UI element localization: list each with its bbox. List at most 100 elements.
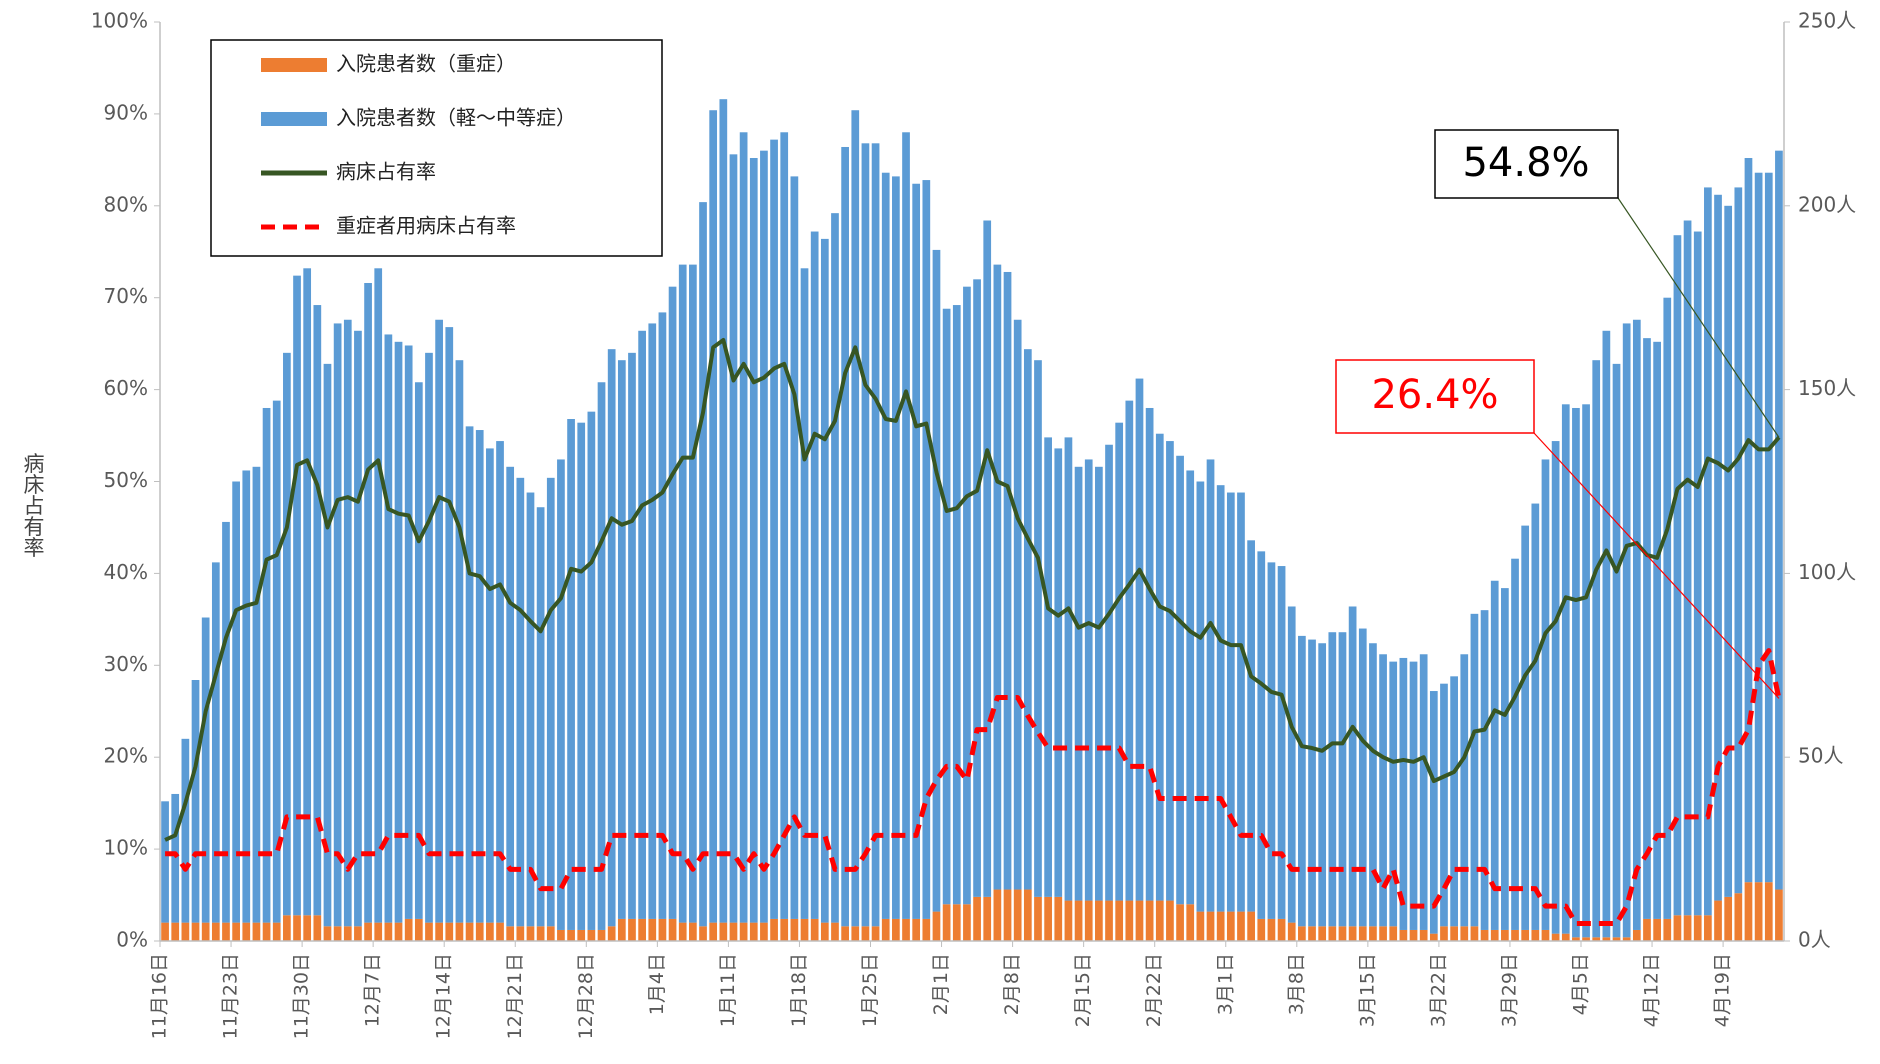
y-tick-label: 100% <box>91 9 148 33</box>
bar <box>242 922 251 941</box>
bar <box>1683 915 1692 941</box>
bar <box>790 176 799 919</box>
line-series <box>164 337 1781 842</box>
bar <box>709 110 718 923</box>
bar <box>1125 400 1134 901</box>
bar <box>1267 918 1276 941</box>
bar <box>1084 459 1093 901</box>
bar <box>1419 654 1428 930</box>
y2-tick-label: 0人 <box>1798 928 1831 952</box>
bar <box>1744 882 1753 941</box>
bar <box>1166 900 1174 941</box>
bar <box>892 176 900 919</box>
bar <box>516 926 525 941</box>
bar <box>1693 231 1702 916</box>
bar <box>526 492 535 927</box>
x-tick-label: 4月19日 <box>1712 953 1734 1027</box>
bar <box>668 286 677 919</box>
bar <box>1145 407 1154 901</box>
x-tick-label: 1月4日 <box>646 953 668 1015</box>
bar <box>343 926 352 941</box>
bar <box>678 922 687 941</box>
line-series <box>165 648 1782 927</box>
bar <box>414 918 423 941</box>
x-tick-label: 2月22日 <box>1143 953 1165 1027</box>
bar <box>1764 882 1773 941</box>
bar <box>1135 900 1144 941</box>
bar <box>1308 639 1316 927</box>
bar <box>1267 562 1276 919</box>
x-tick-label: 11月23日 <box>220 953 242 1039</box>
bar <box>790 918 799 941</box>
x-tick-label: 4月5日 <box>1570 953 1592 1015</box>
bar <box>749 158 758 923</box>
bar <box>1399 657 1408 930</box>
bar <box>607 349 616 927</box>
bar <box>1176 904 1184 941</box>
bar <box>628 918 636 941</box>
y-tick-label: 10% <box>104 836 148 860</box>
bar <box>445 922 454 941</box>
bar <box>810 231 819 919</box>
bar <box>1054 448 1063 897</box>
bar <box>1003 889 1012 941</box>
bar <box>1744 158 1753 883</box>
bar <box>993 889 1002 941</box>
bar <box>567 419 575 930</box>
bar <box>404 918 413 941</box>
bar <box>689 922 697 941</box>
bar <box>739 132 748 923</box>
bar <box>912 918 921 941</box>
bar <box>1379 926 1387 941</box>
bar <box>780 918 789 941</box>
bar <box>1338 632 1347 927</box>
bar <box>607 926 616 941</box>
bar <box>364 282 372 923</box>
bar <box>333 926 342 941</box>
y-tick-label: 80% <box>104 192 148 216</box>
bar <box>1612 363 1621 938</box>
bar <box>1653 918 1661 941</box>
bar <box>628 352 636 919</box>
bar <box>303 915 312 941</box>
x-tick-label: 2月1日 <box>930 953 952 1015</box>
bar <box>1044 896 1052 941</box>
bar <box>1663 297 1672 919</box>
bar <box>1572 937 1580 941</box>
bar <box>577 422 586 930</box>
bar <box>1683 220 1692 916</box>
bar <box>567 929 575 941</box>
bar <box>597 382 606 930</box>
y-tick-label: 90% <box>104 100 148 124</box>
bar <box>1064 437 1073 901</box>
bar <box>1673 235 1682 916</box>
bar <box>1429 933 1438 941</box>
bar <box>536 507 545 927</box>
bar <box>892 918 900 941</box>
annotation: 26.4% <box>1371 372 1498 418</box>
bar <box>810 918 819 941</box>
bar <box>1196 911 1205 941</box>
bar <box>1572 407 1580 938</box>
bar <box>1714 194 1722 901</box>
y-tick-label: 0% <box>116 928 148 952</box>
bar <box>526 926 535 941</box>
y-tick-label: 40% <box>104 560 148 584</box>
bar <box>1602 937 1611 941</box>
bar <box>1013 319 1022 890</box>
bar <box>1734 187 1743 894</box>
bar <box>313 305 322 916</box>
bar <box>1095 900 1103 941</box>
bar <box>770 918 778 941</box>
bar <box>658 312 667 919</box>
bar <box>800 268 809 919</box>
bar <box>1450 926 1458 941</box>
x-tick-label: 3月1日 <box>1214 953 1236 1015</box>
bar <box>313 915 322 941</box>
bar <box>1125 900 1134 941</box>
bar <box>973 896 981 941</box>
bar <box>1247 540 1255 912</box>
bar <box>242 470 251 923</box>
bar <box>648 323 657 919</box>
